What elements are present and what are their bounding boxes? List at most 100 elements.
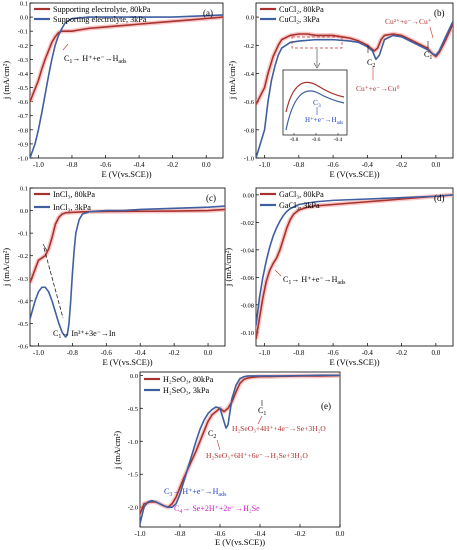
panel-b-inset-curve-3kpa — [285, 90, 345, 131]
panel-b-inset-tick-label: -0.8 — [290, 137, 299, 143]
panel-c-curve-glow — [30, 207, 225, 284]
panel-e-frame — [139, 371, 341, 528]
panel-a-ytick-label: -1.0 — [18, 156, 28, 163]
panel-b-ytick-label: -0.8 — [244, 127, 254, 134]
panel-a-label: (a) — [203, 8, 213, 18]
panel-b-legend-3kpa: CuCl₂, 3kPa — [279, 15, 320, 24]
panel-b-label: (b) — [434, 8, 445, 18]
panel-a-xtick-label: -1.0 — [33, 161, 45, 169]
panel-b-frame — [255, 2, 454, 159]
panel-a-ytick-label: -0.3 — [18, 57, 28, 64]
panel-c-dashed-guide — [43, 247, 64, 319]
panel-e-annotation-c4: C4→ Se+2H⁺+2e⁻→H₂Se — [174, 504, 260, 515]
panel-a-xlabel: E (V(vs.SCE)) — [101, 169, 151, 179]
panel-b-xtick-label: -0.2 — [396, 161, 408, 169]
panel-b-curve-3kpa — [256, 20, 453, 158]
panel-e-annotation-h2se-formation: H₂SeO₃+6H⁺+6e⁻→H₂Se+3H₂O — [206, 451, 308, 460]
panel-d-xtick-label: -0.2 — [396, 349, 408, 357]
panel-c-legend-80kpa: InCl₃, 80kPa — [53, 190, 95, 199]
panel-c-xtick-label: -0.6 — [101, 349, 113, 357]
panel-e-xtick-label: 0.0 — [336, 530, 345, 538]
panel-e-ytick-label: -2.0 — [128, 505, 138, 512]
panel-a-curve-glow — [30, 14, 223, 103]
panel-b-inset-curve-80kpa — [285, 81, 345, 113]
panel-e: -1.0 -0.8 -0.6 -0.4 -0.2 0.0 -2.0 -1.5 -1.0 -0.5 0… — [112, 371, 345, 547]
panel-c-ytick-label: -0.2 — [18, 253, 28, 260]
panel-b-ytick-label: -0.4 — [244, 71, 255, 78]
panel-c-curves — [30, 205, 225, 338]
panel-c-frame — [29, 187, 226, 347]
panel-d-xtick-label: 0.0 — [431, 349, 440, 357]
panel-b-ytick-label: -1.0 — [244, 156, 254, 163]
panel-a-frame — [29, 2, 224, 159]
panel-e-ytick-label: 0.0 — [130, 373, 138, 380]
panel-c-ytick-label: -0.4 — [18, 298, 29, 305]
panel-a-ytick-label: -0.5 — [18, 85, 28, 92]
panel-a-ytick-label: 0.0 — [20, 15, 28, 22]
panel-a-ytick-label: -0.4 — [18, 71, 29, 78]
panel-d-xtick-label: -0.6 — [328, 349, 340, 357]
panel-d-curve-3kpa — [256, 194, 453, 326]
panel-b-xlabel: E (V(vs.SCE)) — [329, 169, 379, 179]
panel-d-curve-80kpa — [256, 194, 453, 340]
panel-b-annotation-hads: H⁺+e⁻→Hads — [305, 116, 343, 126]
panel-a-c1-pointer — [62, 43, 69, 51]
panel-c-label: (c) — [206, 193, 216, 203]
panel-c-ytick-label: 0.0 — [20, 208, 28, 215]
panel-e-ytick-label: -0.5 — [128, 406, 138, 413]
panel-c-ytick-label: -0.3 — [18, 276, 28, 283]
panel-a-ytick-label: -0.6 — [18, 99, 29, 106]
panel-b-xtick-label: 0.0 — [431, 161, 440, 169]
panel-c-xtick-label: -0.4 — [135, 349, 147, 357]
panel-b-zoom-arrowhead — [313, 62, 321, 69]
panel-b-xtick-label: -1.0 — [259, 161, 271, 169]
panel-d-ytick-label: 0.00 — [243, 192, 254, 199]
panel-d-curves — [256, 192, 453, 340]
panel-b-c1-arrow — [429, 26, 434, 39]
panel-b-inset-tick-label: -0.4 — [334, 137, 343, 143]
panel-e-xtick-label: -0.4 — [254, 530, 266, 538]
panel-e-label: (e) — [321, 401, 331, 411]
panel-e-c1-arrow — [257, 415, 263, 425]
panel-d-legend-3kpa: GaCl₃, 3kPa — [279, 201, 320, 210]
panel-e-ylabel: j (mA/cm²) — [112, 431, 122, 470]
panel-a-ytick-label: -0.8 — [18, 127, 28, 134]
panel-b-xtick-label: -0.6 — [328, 161, 340, 169]
panel-c: -1.0 -0.8 -0.6 -0.4 -0.2 0.0 -0.6 -0.5 -0.4 -0.3 -… — [1, 186, 226, 367]
panel-d-label: (d) — [434, 193, 445, 203]
panel-a-legend-3kpa: Supporting electrolyte, 3kPa — [53, 15, 147, 24]
panel-e-c2-arrow — [216, 439, 221, 451]
panel-b-ticks: -1.0 -0.8 -0.6 -0.4 -0.2 0.0-1.0-0.8-0.6-0.4-… — [244, 15, 441, 169]
panel-d: -1.0 -0.8 -0.6 -0.4 -0.2 0.0 -0.10 -0.08 -0.06 -0… — [223, 187, 454, 367]
panel-c-ylabel: j (mA/cm²) — [1, 248, 11, 287]
panel-e-legend: H₂SeO₃, 80kPa H₂SeO₃, 3kPa — [144, 375, 214, 395]
panel-e-ytick-label: -1.0 — [128, 439, 138, 446]
panel-a-legend-80kpa: Supporting electrolyte, 80kPa — [53, 5, 151, 14]
panel-d-legend: GaCl₃, 80kPa GaCl₃, 3kPa — [260, 190, 324, 210]
panel-a-xtick-label: -0.2 — [167, 161, 179, 169]
panel-c-legend: InCl₃, 80kPa InCl₃, 3kPa — [34, 190, 95, 212]
panel-d-ytick-label: -0.06 — [240, 275, 254, 282]
panel-c-xtick-label: -0.8 — [67, 349, 79, 357]
panel-a-curve-80kpa — [30, 16, 223, 102]
panel-e-legend-80kpa: H₂SeO₃, 80kPa — [163, 375, 214, 384]
panel-d-ticks: -1.0 -0.8 -0.6 -0.4 -0.2 0.0 -0.10 -0.08 -0.06 -0… — [240, 192, 440, 357]
panel-b-annotation-cu-reduction: Cu⁺+e⁻→Cu⁰ — [356, 84, 400, 93]
panel-d-ytick-label: -0.08 — [240, 302, 254, 309]
panel-b-curve-80kpa — [256, 23, 453, 105]
panel-d-ytick-label: -0.02 — [240, 220, 254, 227]
panel-e-xlabel: E (V(vs.SCE)) — [215, 537, 265, 547]
panel-a-xtick-label: -0.8 — [66, 161, 78, 169]
panel-c-c1-marker — [42, 243, 48, 252]
panel-c-curve-3kpa — [30, 205, 225, 338]
panel-b-legend: CuCl₂, 80kPa CuCl₂, 3kPa — [260, 5, 324, 24]
panel-a-xtick-label: -0.4 — [134, 161, 146, 169]
panel-a-xtick-label: 0.0 — [202, 161, 211, 169]
panel-d-ytick-label: -0.04 — [240, 247, 254, 254]
panel-c-legend-3kpa: InCl₃, 3kPa — [53, 203, 91, 212]
panel-a-ytick-label: -0.9 — [18, 141, 28, 148]
panel-d-xlabel: E (V(vs.SCE)) — [329, 357, 379, 367]
panel-c-xlabel: E (V(vs.SCE)) — [102, 357, 152, 367]
panel-b-legend-80kpa: CuCl₂, 80kPa — [279, 5, 324, 14]
panel-c-ytick-label: 0.1 — [20, 186, 28, 193]
